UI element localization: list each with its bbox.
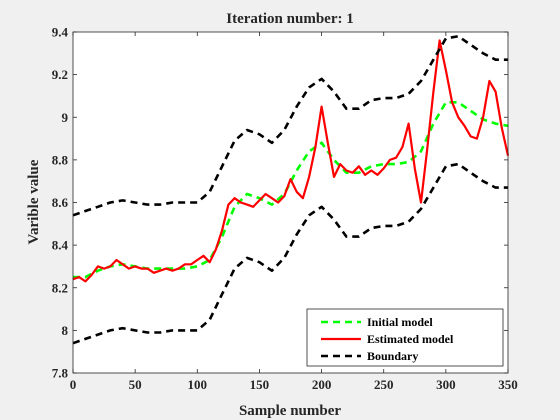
x-tick-label: 150 — [250, 377, 270, 392]
legend-label: Initial model — [367, 315, 433, 329]
y-tick-label: 9.2 — [52, 67, 68, 82]
x-tick-label: 250 — [374, 377, 394, 392]
y-tick-label: 8.6 — [52, 195, 69, 210]
y-tick-label: 8.2 — [52, 280, 68, 295]
x-tick-label: 300 — [436, 377, 456, 392]
y-tick-label: 8.4 — [52, 238, 69, 253]
legend-label: Estimated model — [367, 332, 454, 346]
y-tick-label: 8.8 — [52, 152, 69, 167]
x-axis-label: Sample number — [239, 403, 341, 419]
x-tick-label: 200 — [312, 377, 332, 392]
legend-label: Boundary — [367, 349, 418, 363]
y-tick-label: 9 — [62, 110, 69, 125]
legend: Initial model Estimated model Boundary — [306, 308, 504, 367]
y-axis-label: Varible value — [26, 159, 42, 244]
x-tick-label: 0 — [70, 377, 77, 392]
chart-title: Iteration number: 1 — [226, 11, 354, 27]
series-line-estimated-model — [72, 39, 510, 283]
x-tick-label: 50 — [129, 377, 142, 392]
series-line-boundary — [72, 34, 508, 217]
x-tick-label: 350 — [498, 377, 518, 392]
tick-layer: 0 50 100 150 200 250 300 350 7.8 8 8.2 8.4 8.6 8.8 9 9.… — [52, 25, 518, 393]
y-tick-label: 8 — [62, 323, 69, 338]
x-tick-label: 100 — [188, 377, 208, 392]
series-layer — [72, 34, 510, 345]
y-tick-label: 7.8 — [52, 366, 69, 381]
y-tick-label: 9.4 — [52, 25, 69, 40]
series-line-boundary-lower — [72, 162, 508, 345]
